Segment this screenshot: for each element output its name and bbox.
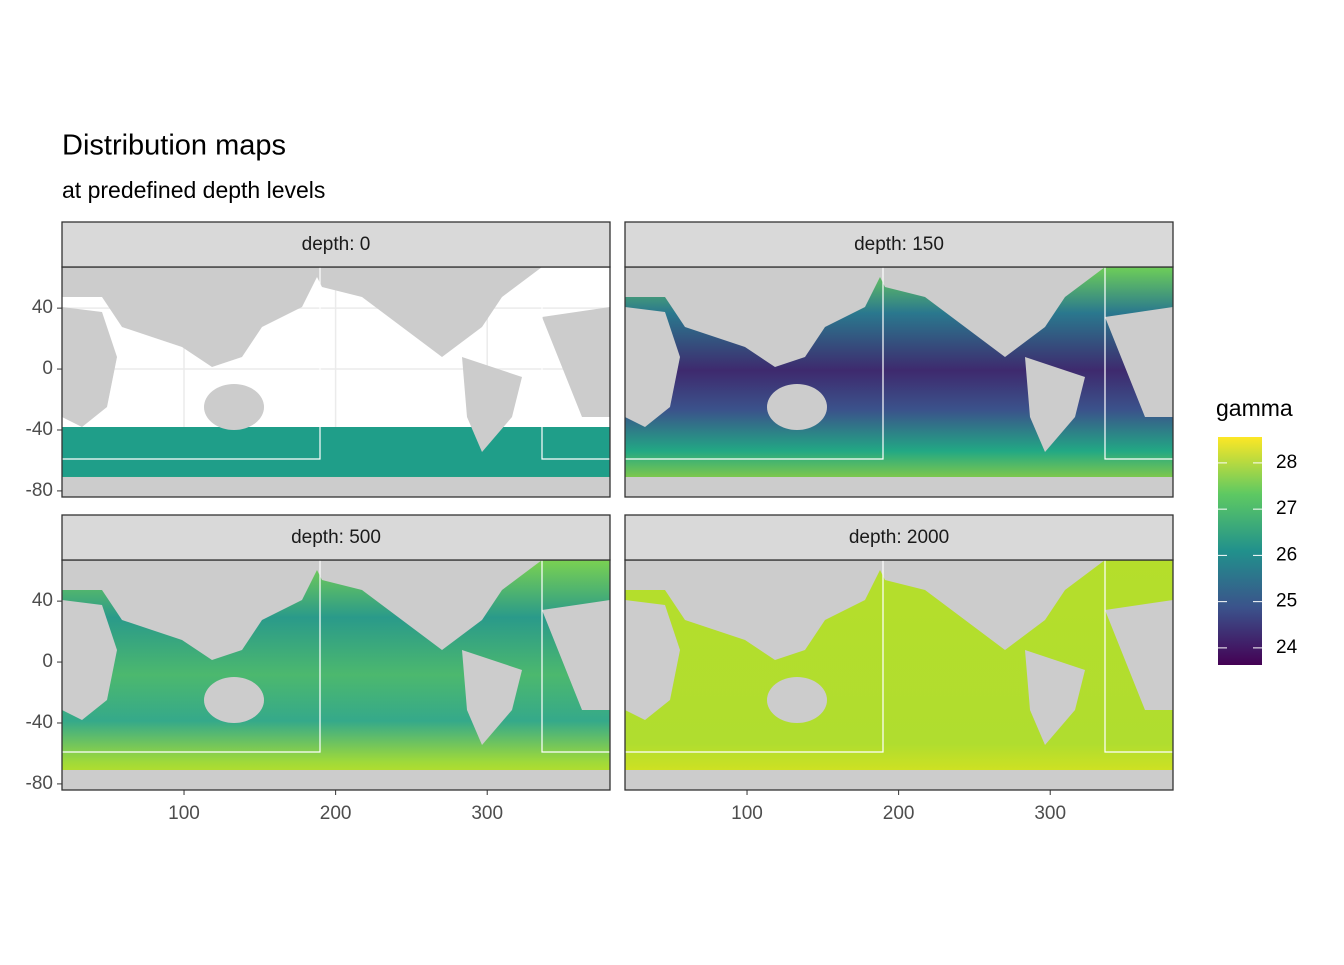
y-tick-label: 40 <box>32 297 53 318</box>
panel: depth: 150 <box>624 221 1174 498</box>
region-box <box>62 560 321 753</box>
y-tick-label: 40 <box>32 590 53 611</box>
region-box <box>1104 267 1173 460</box>
colorbar-label: 27 <box>1276 498 1297 519</box>
colorbar <box>1218 437 1262 665</box>
region-box <box>62 267 321 460</box>
strip-label: depth: 0 <box>302 234 371 255</box>
chart-subtitle: at predefined depth levels <box>62 177 325 203</box>
colorbar-label: 28 <box>1276 452 1297 473</box>
region-box <box>625 267 884 460</box>
strip-label: depth: 150 <box>854 234 944 255</box>
panel: depth: 500 40 0 -40 -80 100 200 300 <box>26 514 611 824</box>
region-box <box>1104 560 1173 753</box>
region-box <box>541 267 610 460</box>
y-tick-label: 0 <box>42 358 53 379</box>
colorbar-label: 25 <box>1276 591 1297 612</box>
y-tick-label: -80 <box>26 773 53 794</box>
x-tick-label: 100 <box>731 803 763 824</box>
region-box <box>541 560 610 753</box>
strip-label: depth: 2000 <box>849 527 949 548</box>
x-tick-label: 200 <box>320 803 352 824</box>
y-tick-label: -80 <box>26 480 53 501</box>
strip <box>61 514 611 561</box>
legend-title: gamma <box>1216 395 1293 421</box>
colorbar-label: 26 <box>1276 544 1297 565</box>
colorbar-label: 24 <box>1276 637 1298 658</box>
panel-inner <box>62 560 610 790</box>
x-tick-label: 300 <box>1034 803 1066 824</box>
panel: depth: 0 40 0 -40 -80 <box>26 221 611 501</box>
y-tick-label: -40 <box>26 712 53 733</box>
x-tick-label: 200 <box>883 803 915 824</box>
strip-label: depth: 500 <box>291 527 381 548</box>
chart-title: Distribution maps <box>62 130 286 162</box>
strip <box>624 221 1174 268</box>
x-tick-label: 100 <box>168 803 200 824</box>
y-tick-label: -40 <box>26 419 53 440</box>
panel-inner <box>625 267 1173 497</box>
strip <box>61 221 611 268</box>
panel-inner <box>625 560 1173 790</box>
x-tick-label: 300 <box>471 803 503 824</box>
panel: depth: 2000 100 200 300 <box>624 514 1174 824</box>
y-tick-label: 0 <box>42 651 53 672</box>
panel-inner <box>62 267 610 497</box>
region-box <box>625 560 884 753</box>
strip <box>624 514 1174 561</box>
